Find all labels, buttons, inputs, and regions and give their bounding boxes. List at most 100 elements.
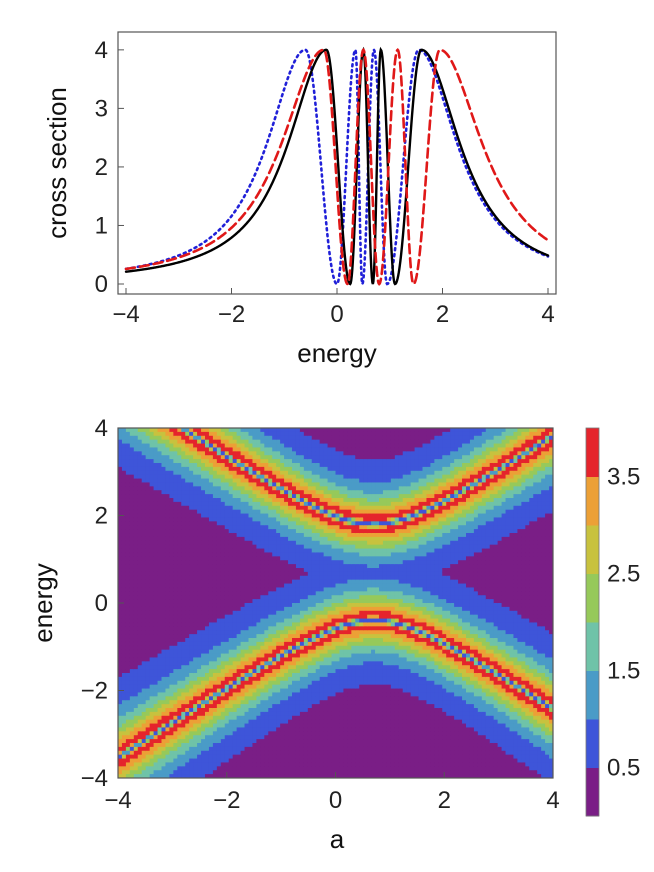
heatmap-cell <box>248 482 254 487</box>
heatmap-cell <box>264 571 269 577</box>
heatmap-cell <box>268 669 273 674</box>
heatmap-cell <box>260 517 265 522</box>
heatmap-cell <box>284 719 289 725</box>
heatmap-cell <box>256 435 261 441</box>
heatmap-cell <box>129 603 135 608</box>
heatmap-cell <box>205 610 210 616</box>
heatmap-cell <box>193 591 198 596</box>
heatmap-cell <box>307 509 313 515</box>
heatmap-cell <box>197 443 202 449</box>
heatmap-cell <box>181 750 186 756</box>
heatmap-cell <box>323 622 329 627</box>
heatmap-cell <box>307 692 313 697</box>
heatmap-cell <box>208 622 214 627</box>
heatmap-cell <box>236 704 242 709</box>
heatmap-cell <box>197 688 202 694</box>
heatmap-cell <box>295 548 301 554</box>
heatmap-cell <box>224 478 230 484</box>
heatmap-cell <box>125 552 131 557</box>
heatmap-cell <box>129 774 135 778</box>
heatmap-cell <box>157 478 163 484</box>
heatmap-cell <box>197 474 202 480</box>
heatmap-cell <box>212 684 218 690</box>
heatmap-cell <box>276 536 281 542</box>
heatmap-cell <box>248 719 254 725</box>
heatmap-cell <box>153 610 159 616</box>
heatmap-cell <box>157 470 163 476</box>
heatmap-cell <box>315 494 321 499</box>
heatmap-cell <box>292 711 297 717</box>
heatmap-cell <box>201 610 206 616</box>
heatmap-cell <box>208 505 214 511</box>
heatmap-cell <box>189 455 194 460</box>
heatmap-cell <box>121 540 127 546</box>
heatmap-cell <box>295 494 301 499</box>
heatmap-cell <box>232 513 238 519</box>
heatmap-cell <box>169 599 174 604</box>
heatmap-cell <box>137 750 143 756</box>
heatmap-cell <box>201 762 206 767</box>
heatmap-cell <box>212 428 218 433</box>
heatmap-cell <box>288 614 293 620</box>
heatmap-cell <box>264 727 269 732</box>
heatmap-cell <box>292 766 297 771</box>
heatmap-cell <box>240 661 246 666</box>
heatmap-cell <box>272 680 277 686</box>
heatmap-cell <box>216 451 222 456</box>
heatmap-cell <box>220 735 226 740</box>
heatmap-cell <box>315 606 321 612</box>
heatmap-cell <box>145 758 151 764</box>
heatmap-cell <box>268 770 273 775</box>
heatmap-cell <box>173 657 178 662</box>
heatmap-cell <box>149 447 155 452</box>
heatmap-cell <box>295 673 301 678</box>
heatmap-cell <box>185 435 190 441</box>
heatmap-cell <box>228 486 234 491</box>
heatmap-cell <box>177 560 182 565</box>
heatmap-cell <box>216 548 222 554</box>
heatmap-cell <box>157 595 163 600</box>
heatmap-cell <box>118 540 123 546</box>
heatmap-cell <box>181 560 186 565</box>
heatmap-cell <box>307 696 313 701</box>
heatmap-cell <box>236 614 242 620</box>
heatmap-cell <box>161 455 167 460</box>
heatmap-cell <box>272 548 277 554</box>
heatmap-cell <box>288 758 293 764</box>
heatmap-cell <box>185 501 190 507</box>
heatmap-cell <box>165 743 170 748</box>
heatmap-cell <box>201 591 206 596</box>
heatmap-cell <box>181 455 186 460</box>
heatmap-cell <box>232 634 238 639</box>
heatmap-cell <box>208 482 214 487</box>
heatmap-cell <box>240 443 246 449</box>
heatmap-cell <box>292 750 297 756</box>
heatmap-cell <box>118 715 123 721</box>
heatmap-cell <box>256 459 261 464</box>
heatmap-cell <box>157 552 163 557</box>
heatmap-cell <box>252 618 257 624</box>
heatmap-cell <box>149 649 155 655</box>
heatmap-cell <box>149 494 155 499</box>
heatmap-cell <box>315 723 321 729</box>
heatmap-cell <box>149 739 155 744</box>
heatmap-cell <box>137 634 143 639</box>
heatmap-cell <box>189 603 194 608</box>
heatmap-cell <box>149 525 155 530</box>
heatmap-cell <box>157 583 163 589</box>
heatmap-cell <box>197 673 202 678</box>
heatmap-cell <box>169 754 174 760</box>
heatmap-cell <box>315 774 321 778</box>
heatmap-cell <box>288 583 293 589</box>
heatmap-cell <box>121 704 127 709</box>
heatmap-cell <box>256 715 261 721</box>
heatmap-cell <box>153 575 159 581</box>
heatmap-cell <box>256 743 261 748</box>
heatmap-cell <box>280 439 285 445</box>
heatmap-cell <box>272 754 277 760</box>
heatmap-cell <box>303 657 309 662</box>
heatmap-cell <box>189 669 194 674</box>
heatmap-cell <box>252 459 257 464</box>
heatmap-cell <box>161 669 167 674</box>
heatmap-cell <box>141 638 147 643</box>
